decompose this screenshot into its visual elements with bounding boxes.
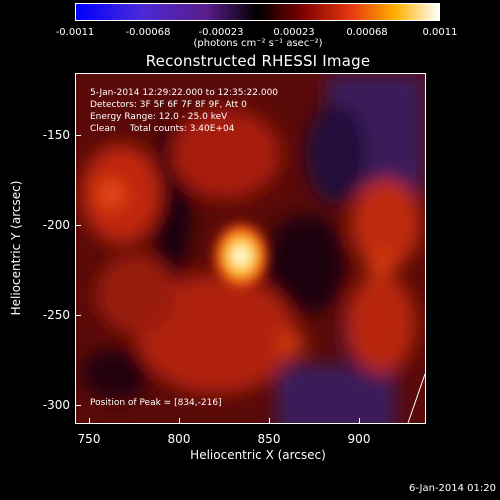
info-clean: Clean Total counts: 3.40E+04 — [90, 124, 235, 134]
x-tick-label: 800 — [167, 432, 191, 446]
y-tick-mark — [75, 225, 81, 226]
plot-title: Reconstructed RHESSI Image — [145, 52, 371, 70]
x-tick-mark — [269, 418, 270, 424]
y-tick-label: -150 — [42, 128, 70, 142]
colorbar — [75, 3, 440, 21]
y-tick-mark — [75, 405, 81, 406]
info-time-range: 5-Jan-2014 12:29:22.000 to 12:35:22.000 — [90, 88, 279, 98]
x-tick-label: 750 — [77, 432, 101, 446]
y-axis-label: Heliocentric Y (arcsec) — [9, 180, 23, 316]
y-tick-label: -200 — [42, 218, 70, 232]
x-tick-label: 850 — [257, 432, 281, 446]
y-tick-mark — [75, 135, 81, 136]
info-detectors: Detectors: 3F 5F 6F 7F 8F 9F, Att 0 — [90, 100, 247, 110]
colorbar-tick: 0.00023 — [273, 27, 315, 38]
x-tick-mark — [359, 418, 360, 424]
info-energy: Energy Range: 12.0 - 25.0 keV — [90, 112, 228, 122]
footer-date: 6-Jan-2014 01:20 — [409, 483, 496, 494]
colorbar-tick: 0.0011 — [422, 27, 458, 38]
colorbar-tick: -0.0011 — [55, 27, 95, 38]
colorbar-tick: 0.00068 — [346, 27, 388, 38]
y-tick-label: -300 — [42, 398, 70, 412]
info-peak-position: Position of Peak = [834,-216] — [90, 398, 222, 408]
x-tick-mark — [179, 418, 180, 424]
colorbar-units: (photons cm⁻² s⁻¹ asec⁻²) — [193, 38, 323, 49]
rhessi-image: 5-Jan-2014 12:29:22.000 to 12:35:22.000 … — [75, 73, 426, 424]
x-tick-mark — [89, 418, 90, 424]
colorbar-gradient — [76, 4, 439, 20]
x-tick-label: 900 — [347, 432, 371, 446]
y-tick-mark — [75, 315, 81, 316]
colorbar-tick: -0.00068 — [125, 27, 171, 38]
y-tick-label: -250 — [42, 308, 70, 322]
colorbar-tick: -0.00023 — [198, 27, 244, 38]
x-axis-label: Heliocentric X (arcsec) — [190, 448, 326, 462]
rhessi-image-map — [76, 74, 425, 423]
